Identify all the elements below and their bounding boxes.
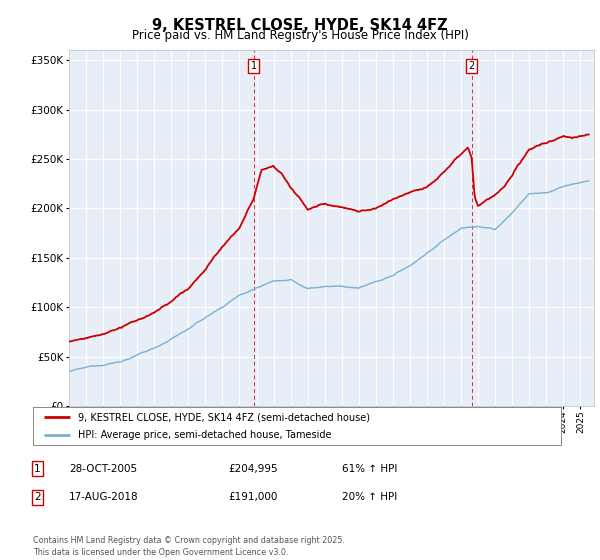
- Text: HPI: Average price, semi-detached house, Tameside: HPI: Average price, semi-detached house,…: [78, 430, 331, 440]
- Text: 61% ↑ HPI: 61% ↑ HPI: [342, 464, 397, 474]
- Text: £204,995: £204,995: [228, 464, 278, 474]
- Text: Price paid vs. HM Land Registry's House Price Index (HPI): Price paid vs. HM Land Registry's House …: [131, 29, 469, 43]
- Text: 20% ↑ HPI: 20% ↑ HPI: [342, 492, 397, 502]
- Text: Contains HM Land Registry data © Crown copyright and database right 2025.
This d: Contains HM Land Registry data © Crown c…: [33, 536, 345, 557]
- Text: 28-OCT-2005: 28-OCT-2005: [69, 464, 137, 474]
- Text: 1: 1: [34, 464, 41, 474]
- Text: 9, KESTREL CLOSE, HYDE, SK14 4FZ (semi-detached house): 9, KESTREL CLOSE, HYDE, SK14 4FZ (semi-d…: [78, 412, 370, 422]
- Text: 9, KESTREL CLOSE, HYDE, SK14 4FZ: 9, KESTREL CLOSE, HYDE, SK14 4FZ: [152, 18, 448, 32]
- Text: 2: 2: [469, 61, 475, 71]
- Text: £191,000: £191,000: [228, 492, 277, 502]
- Text: 2: 2: [34, 492, 41, 502]
- Text: 1: 1: [251, 61, 257, 71]
- Text: 17-AUG-2018: 17-AUG-2018: [69, 492, 139, 502]
